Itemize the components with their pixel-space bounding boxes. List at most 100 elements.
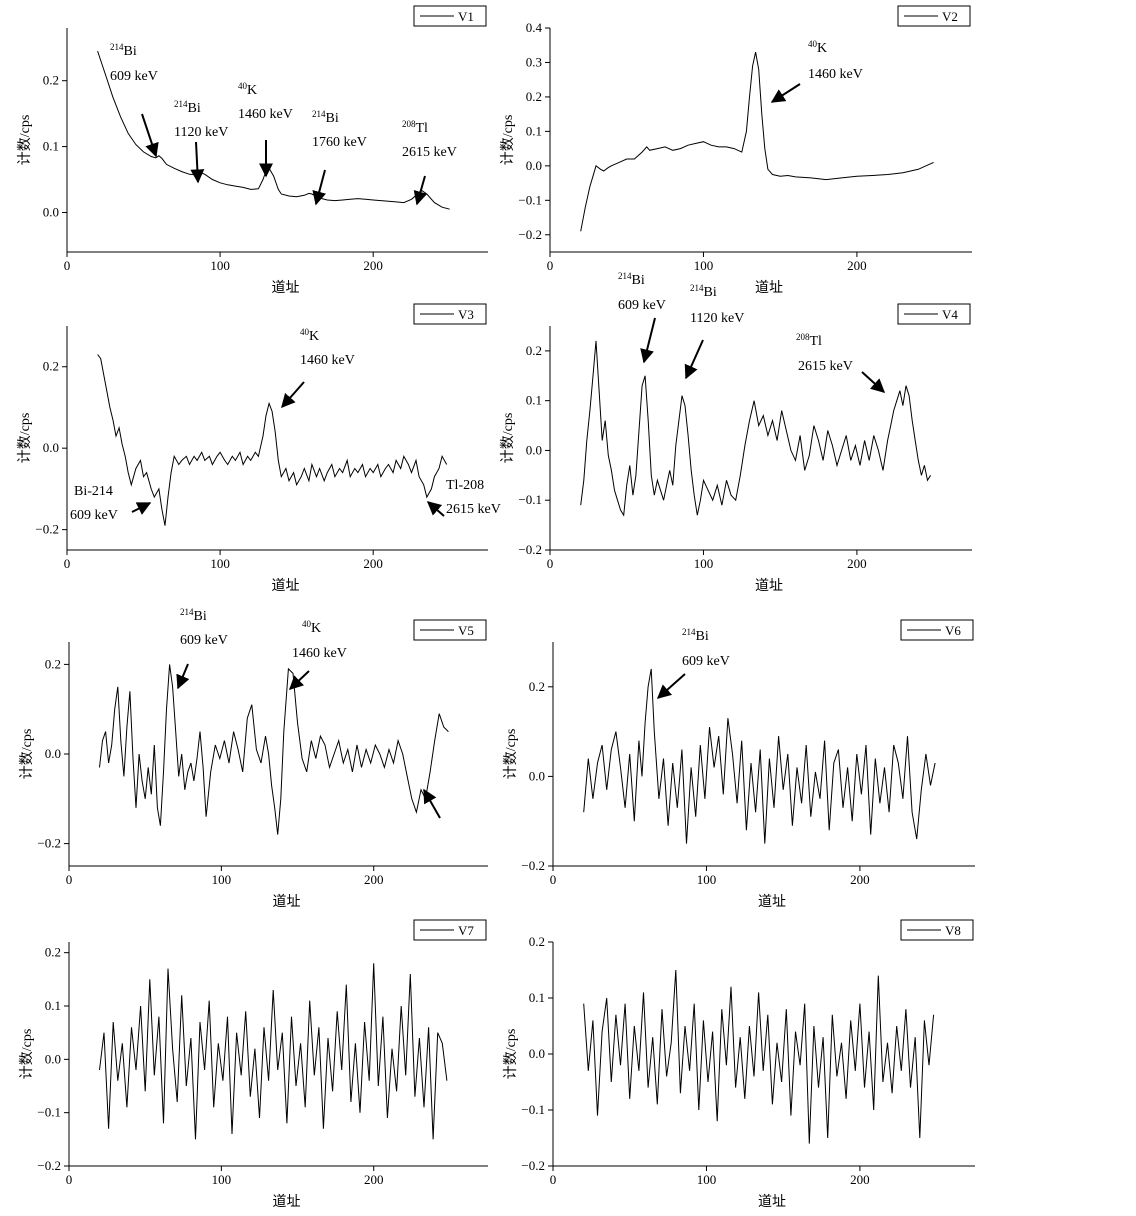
legend-label: V7: [458, 923, 474, 938]
x-tick-label: 200: [364, 1172, 384, 1187]
peak-energy-label: 1760 keV: [312, 135, 367, 150]
peak-energy-label: 2615 keV: [446, 502, 501, 517]
x-tick-label: 0: [550, 1172, 557, 1187]
x-tick-label: 100: [694, 556, 714, 571]
x-tick-label: 0: [547, 556, 554, 571]
x-tick-label: 0: [64, 556, 71, 571]
y-tick-label: 0.1: [43, 139, 59, 154]
peak-nuclide-label: Tl-208: [446, 478, 484, 493]
y-tick-label: 0.1: [529, 990, 545, 1005]
legend-label: V4: [942, 307, 958, 322]
peak-nuclide-element: Bi: [124, 44, 137, 59]
peak-annotation: 214Bi 609 keV: [176, 607, 228, 690]
peak-nuclide-mass: 214: [312, 109, 326, 119]
peak-energy-label: 1460 keV: [238, 107, 293, 122]
peak-annotation: 214Bi 609 keV: [656, 627, 730, 699]
peak-nuclide-label: 214Bi: [180, 607, 207, 624]
peak-energy-label: 1120 keV: [174, 125, 228, 140]
peak-nuclide-label: 208Tl: [402, 119, 428, 136]
x-tick-label: 0: [66, 1172, 73, 1187]
y-tick-label: 0.3: [526, 54, 542, 69]
series-line-v7: [99, 963, 448, 1140]
series-line-v4: [580, 340, 932, 517]
y-axis-label: 计数/cps: [500, 413, 516, 464]
y-tick-label: −0.2: [37, 1158, 61, 1173]
series-line-v8: [583, 969, 935, 1144]
peak-nuclide-mass: 214: [618, 271, 632, 281]
legend-label: V6: [945, 623, 961, 638]
peak-energy-label: 609 keV: [180, 633, 228, 648]
peak-annotation: 208Tl 2615 keV: [796, 332, 886, 393]
y-tick-label: 0.1: [526, 123, 542, 138]
x-axis-label: 道址: [755, 280, 783, 296]
y-tick-label: 0.2: [529, 679, 545, 694]
legend-label: V8: [945, 923, 961, 938]
x-axis-label: 道址: [755, 578, 783, 594]
peak-arrow: [413, 175, 428, 206]
y-tick-label: 0.1: [45, 998, 61, 1013]
legend: V2: [897, 5, 971, 27]
y-tick-label: 0.0: [43, 204, 59, 219]
legend: V3: [413, 303, 487, 325]
peak-energy-label: 1460 keV: [300, 353, 355, 368]
x-tick-label: 200: [847, 556, 867, 571]
y-tick-label: 0.0: [45, 1051, 61, 1066]
x-tick-label: 100: [697, 1172, 717, 1187]
y-tick-label: 0.0: [43, 440, 59, 455]
peak-annotation: 214Bi 1760 keV: [312, 109, 367, 206]
peak-annotation: Bi-214 609 keV: [70, 484, 152, 523]
peak-arrow: [131, 502, 152, 515]
y-tick-label: −0.2: [518, 227, 542, 242]
peak-nuclide-label: 40K: [238, 81, 257, 98]
peak-nuclide-element: Bi: [326, 111, 339, 126]
legend: V4: [897, 303, 971, 325]
x-tick-label: 200: [364, 872, 384, 887]
legend-label: V5: [458, 623, 474, 638]
x-tick-label: 100: [212, 872, 232, 887]
y-axis-label: 计数/cps: [503, 729, 519, 780]
x-tick-label: 200: [363, 556, 383, 571]
y-axis-label: 计数/cps: [503, 1029, 519, 1080]
y-tick-label: −0.2: [521, 1158, 545, 1173]
peak-energy-label: 2615 keV: [798, 359, 853, 374]
legend: V5: [413, 619, 487, 641]
panel-v4: 0 100 200−0.2−0.10.00.10.2道址计数/cpsV4214Bi6…: [500, 271, 972, 594]
peak-nuclide-element: Tl: [810, 334, 823, 349]
peak-energy-label: 609 keV: [70, 508, 118, 523]
peak-nuclide-label: 214Bi: [312, 109, 339, 126]
series-line-v2: [580, 51, 934, 232]
peak-nuclide-mass: 214: [180, 607, 194, 617]
peak-nuclide-label: Bi-214: [74, 484, 113, 499]
peak-nuclide-label: 214Bi: [174, 99, 201, 116]
peak-annotation: 40K 1460 keV: [288, 619, 347, 690]
peak-arrow: [640, 317, 656, 364]
y-tick-label: −0.2: [518, 542, 542, 557]
peak-arrow: [281, 381, 305, 409]
peak-energy-label: 1460 keV: [292, 646, 347, 661]
peak-nuclide-element: Tl: [416, 121, 429, 136]
y-tick-label: 0.4: [526, 20, 543, 35]
y-tick-label: 0.0: [526, 158, 542, 173]
peak-nuclide-element: K: [817, 41, 827, 56]
peak-nuclide-label: 208Tl: [796, 332, 822, 349]
peak-annotation: 214Bi 609 keV: [110, 42, 159, 158]
panel-v2: 0 100 200 −0.2 −0.1 0.0 0.1 0.2 0.3 0.4 道址 计数/cps V2…: [500, 5, 972, 296]
peak-nuclide-mass: 208: [796, 332, 810, 342]
peak-annotation: 40K 1460 keV: [238, 81, 293, 178]
peak-arrow: [770, 83, 801, 103]
y-tick-label: −0.2: [521, 858, 545, 873]
y-tick-label: 0.0: [526, 442, 542, 457]
panel-v3: 0 100 200 −0.2 0.0 0.2 道址 计数/cps V3 40K 1460 keV Bi…: [17, 303, 501, 594]
x-tick-label: 100: [212, 1172, 232, 1187]
y-tick-label: 0.2: [43, 359, 59, 374]
peak-annotation: Tl-208 2615 keV: [426, 478, 501, 517]
peak-nuclide-element: K: [309, 329, 319, 344]
peak-energy-label: 1120 keV: [690, 311, 744, 326]
x-tick-label: 100: [694, 258, 714, 273]
legend: V1: [413, 5, 487, 27]
peak-energy-label: 609 keV: [110, 69, 158, 84]
peak-nuclide-element: Bi: [696, 629, 709, 644]
x-axis-label: 道址: [273, 1194, 301, 1210]
y-axis-label: 计数/cps: [17, 115, 33, 166]
